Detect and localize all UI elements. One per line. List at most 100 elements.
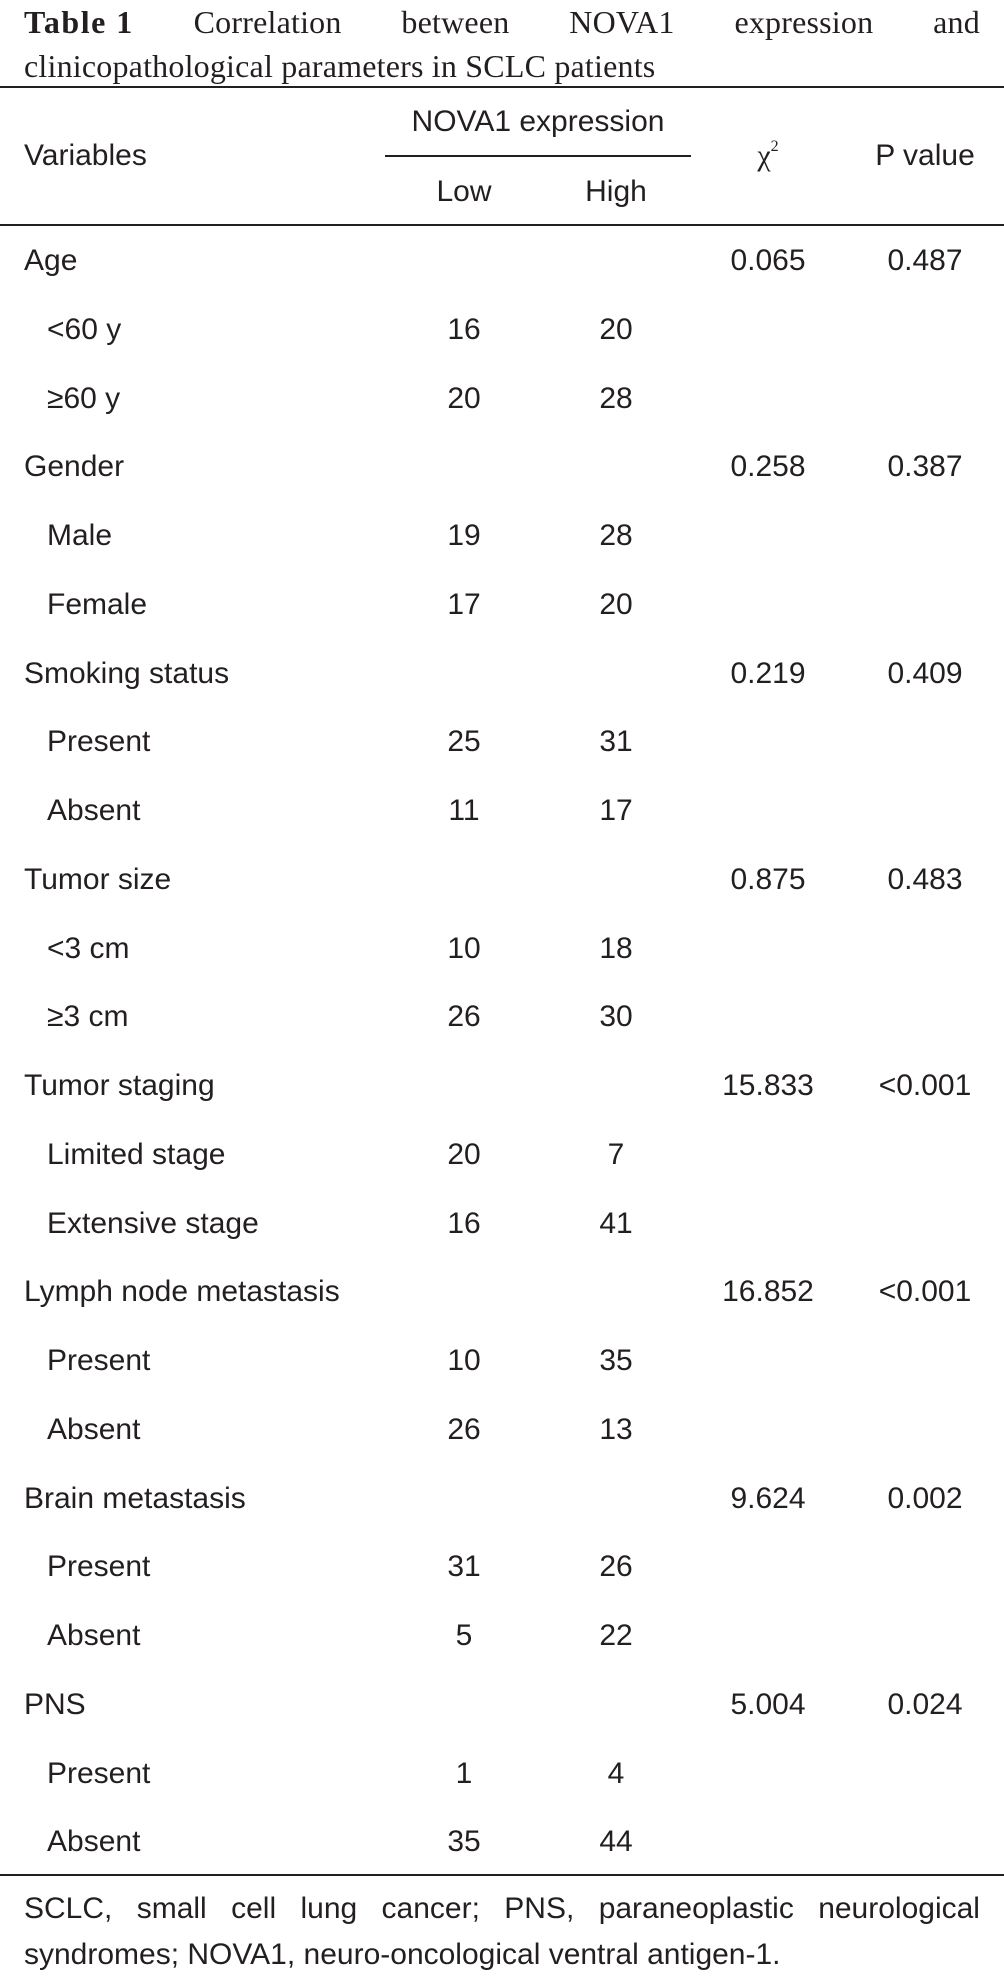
row-sublabel: Limited stage [47, 1138, 226, 1171]
cell-chi-square: 0.875 [730, 863, 806, 896]
header-nova1-expression: NOVA1 expression [411, 105, 665, 138]
caption-line-2: clinicopathological parameters in SCLC p… [24, 48, 656, 84]
header-variables: Variables [24, 139, 147, 172]
row-sublabel: Absent [47, 1413, 141, 1446]
cell-low: 20 [447, 1138, 481, 1171]
footnote-word: neurological [818, 1892, 980, 1925]
cell-high: 30 [599, 1000, 633, 1033]
table-footnote: SCLC, small cell lung cancer; PNS, paran… [24, 1886, 980, 1978]
footnote-word: small [136, 1892, 207, 1925]
row-sublabel: Present [47, 1550, 151, 1583]
row-sublabel: <60 y [47, 313, 122, 346]
cell-low: 20 [447, 382, 481, 415]
cell-low: 16 [447, 313, 481, 346]
header-p-value: P value [875, 139, 975, 172]
cell-low: 10 [447, 932, 481, 965]
cell-high: 18 [599, 932, 633, 965]
row-sublabel: Present [47, 725, 151, 758]
cell-high: 31 [599, 725, 633, 758]
cell-high: 44 [599, 1825, 633, 1858]
cell-low: 1 [455, 1757, 473, 1790]
footnote-line-2: syndromes; NOVA1, neuro-oncological vent… [24, 1938, 781, 1971]
cell-high: 13 [599, 1413, 633, 1446]
row-variable-label: Lymph node metastasis [24, 1275, 340, 1308]
row-variable-label: Gender [24, 450, 125, 483]
cell-low: 26 [447, 1413, 481, 1446]
cell-low: 25 [447, 725, 481, 758]
cell-high: 28 [599, 382, 633, 415]
cell-low: 35 [447, 1825, 481, 1858]
cell-chi-square: 0.219 [730, 657, 806, 690]
cell-p-value: 0.409 [887, 657, 963, 690]
row-sublabel: ≥3 cm [47, 1000, 129, 1033]
cell-high: 35 [599, 1344, 633, 1377]
header-low: Low [436, 175, 492, 208]
row-variable-label: PNS [24, 1688, 86, 1721]
header-high: High [585, 175, 647, 208]
caption-word: Correlation [193, 4, 342, 40]
cell-high: 20 [599, 313, 633, 346]
cell-chi-square: 5.004 [730, 1688, 806, 1721]
cell-chi-square: 0.258 [730, 450, 806, 483]
row-variable-label: Tumor staging [24, 1069, 215, 1102]
cell-high: 41 [599, 1207, 633, 1240]
footnote-line-1: SCLC, small cell lung cancer; PNS, paran… [24, 1886, 980, 1932]
caption-word: and [933, 4, 980, 40]
cell-high: 22 [599, 1619, 633, 1652]
chi-superscript: 2 [770, 138, 779, 155]
cell-low: 19 [447, 519, 481, 552]
cell-high: 28 [599, 519, 633, 552]
table-label: Table 1 [24, 4, 134, 40]
cell-chi-square: 15.833 [722, 1069, 814, 1102]
row-sublabel: <3 cm [47, 932, 130, 965]
footnote-word: paraneoplastic [598, 1892, 794, 1925]
cell-p-value: <0.001 [878, 1275, 972, 1308]
cell-p-value: <0.001 [878, 1069, 972, 1102]
caption-line-1: Table 1 Correlation between NOVA1 expres… [24, 0, 980, 44]
cell-low: 11 [448, 794, 480, 827]
cell-low: 16 [447, 1207, 481, 1240]
footnote-word: SCLC, [24, 1892, 113, 1925]
row-sublabel: Extensive stage [47, 1207, 259, 1240]
header-group-rule [385, 155, 691, 157]
cell-p-value: 0.487 [887, 244, 963, 277]
bottom-rule [0, 1874, 1004, 1876]
row-variable-label: Age [24, 244, 78, 277]
cell-p-value: 0.387 [887, 450, 963, 483]
footnote-word: cell [231, 1892, 277, 1925]
row-sublabel: Absent [47, 1619, 141, 1652]
caption-word: between [401, 4, 510, 40]
cell-low: 17 [447, 588, 481, 621]
row-variable-label: Smoking status [24, 657, 230, 690]
chi-symbol: χ [757, 139, 771, 172]
footnote-word: PNS, [504, 1892, 575, 1925]
footnote-word: lung [300, 1892, 358, 1925]
footnote-word: cancer; [381, 1892, 480, 1925]
row-variable-label: Tumor size [24, 863, 172, 896]
cell-high: 26 [599, 1550, 633, 1583]
cell-p-value: 0.024 [887, 1688, 963, 1721]
cell-high: 20 [599, 588, 633, 621]
cell-low: 26 [447, 1000, 481, 1033]
row-sublabel: Absent [47, 794, 141, 827]
top-rule [0, 86, 1004, 88]
cell-low: 5 [455, 1619, 473, 1652]
cell-chi-square: 9.624 [730, 1482, 806, 1515]
cell-high: 17 [599, 794, 633, 827]
cell-high: 4 [607, 1757, 625, 1790]
cell-p-value: 0.002 [887, 1482, 963, 1515]
caption-word: NOVA1 [569, 4, 675, 40]
cell-chi-square: 16.852 [722, 1275, 814, 1308]
header-chi-square: χ2 [703, 138, 833, 174]
table-caption: Table 1 Correlation between NOVA1 expres… [24, 0, 980, 88]
row-sublabel: Present [47, 1344, 151, 1377]
cell-low: 31 [447, 1550, 481, 1583]
caption-word: expression [734, 4, 874, 40]
row-sublabel: ≥60 y [47, 382, 121, 415]
row-sublabel: Male [47, 519, 113, 552]
row-sublabel: Absent [47, 1825, 141, 1858]
cell-p-value: 0.483 [887, 863, 963, 896]
header-bottom-rule [0, 224, 1004, 226]
row-variable-label: Brain metastasis [24, 1482, 246, 1515]
